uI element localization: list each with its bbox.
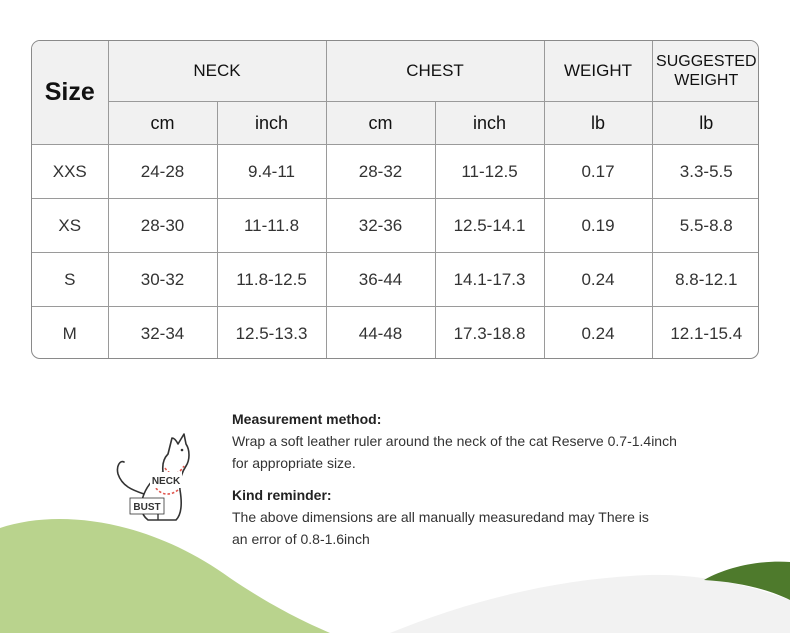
pale-wave <box>390 574 790 633</box>
table-row: S 30-32 11.8-12.5 36-44 14.1-17.3 0.24 8… <box>32 252 758 307</box>
light-green-wave <box>0 519 330 633</box>
size-cell: XXS <box>32 144 109 199</box>
unit-header: inch <box>216 101 327 145</box>
table-cell: 28-30 <box>107 198 218 253</box>
unit-header: inch <box>434 101 545 145</box>
table-cell: 0.17 <box>543 144 653 199</box>
table-row: XXS 24-28 9.4-11 28-32 11-12.5 0.17 3.3-… <box>32 144 758 199</box>
table-cell: 11.8-12.5 <box>216 252 327 307</box>
unit-header: lb <box>543 101 653 145</box>
reminder-title: Kind reminder: <box>232 487 332 503</box>
table-cell: 24-28 <box>107 144 218 199</box>
neck-header: NECK <box>107 41 327 102</box>
table-cell: 36-44 <box>325 252 436 307</box>
method-title: Measurement method: <box>232 411 382 427</box>
method-section: Measurement method: Wrap a soft leather … <box>232 408 712 474</box>
method-text-line-1: Wrap a soft leather ruler around the nec… <box>232 433 677 449</box>
table-cell: 8.8-12.1 <box>651 252 758 307</box>
table-cell: 0.19 <box>543 198 653 253</box>
size-header: Size <box>32 41 109 145</box>
table-cell: 0.24 <box>543 252 653 307</box>
table-cell: 12.1-15.4 <box>651 306 758 358</box>
measurement-notes: Measurement method: Wrap a soft leather … <box>232 408 712 560</box>
cat-outline-icon: NECK BUST <box>116 433 190 521</box>
size-cell: XS <box>32 198 109 253</box>
table-cell: 0.24 <box>543 306 653 358</box>
size-chart-table: Size NECK CHEST WEIGHT SUGGESTED WEIGHT … <box>31 40 759 359</box>
unit-header: cm <box>325 101 436 145</box>
neck-label: NECK <box>152 476 181 487</box>
weight-header: WEIGHT <box>543 41 653 102</box>
bust-label: BUST <box>133 502 160 513</box>
table-cell: 32-36 <box>325 198 436 253</box>
table-cell: 44-48 <box>325 306 436 358</box>
chest-header: CHEST <box>325 41 545 102</box>
table-cell: 9.4-11 <box>216 144 327 199</box>
suggested-weight-header: SUGGESTED WEIGHT <box>651 41 758 102</box>
table-row: XS 28-30 11-11.8 32-36 12.5-14.1 0.19 5.… <box>32 198 758 253</box>
table-cell: 17.3-18.8 <box>434 306 545 358</box>
table-cell: 5.5-8.8 <box>651 198 758 253</box>
reminder-text-line-1: The above dimensions are all manually me… <box>232 509 649 525</box>
table-cell: 12.5-14.1 <box>434 198 545 253</box>
reminder-section: Kind reminder: The above dimensions are … <box>232 484 712 550</box>
table-cell: 14.1-17.3 <box>434 252 545 307</box>
table-cell: 11-11.8 <box>216 198 327 253</box>
dark-green-wave <box>704 561 790 600</box>
table-cell: 11-12.5 <box>434 144 545 199</box>
table-cell: 28-32 <box>325 144 436 199</box>
table-cell: 3.3-5.5 <box>651 144 758 199</box>
table-cell: 12.5-13.3 <box>216 306 327 358</box>
table-cell: 32-34 <box>107 306 218 358</box>
size-cell: S <box>32 252 109 307</box>
unit-header: lb <box>651 101 758 145</box>
table-cell: 30-32 <box>107 252 218 307</box>
unit-header: cm <box>108 101 218 145</box>
table-row: M 32-34 12.5-13.3 44-48 17.3-18.8 0.24 1… <box>32 306 758 358</box>
size-cell: M <box>32 306 109 358</box>
method-text-line-2: for appropriate size. <box>232 455 356 471</box>
reminder-text-line-2: an error of 0.8-1.6inch <box>232 531 370 547</box>
